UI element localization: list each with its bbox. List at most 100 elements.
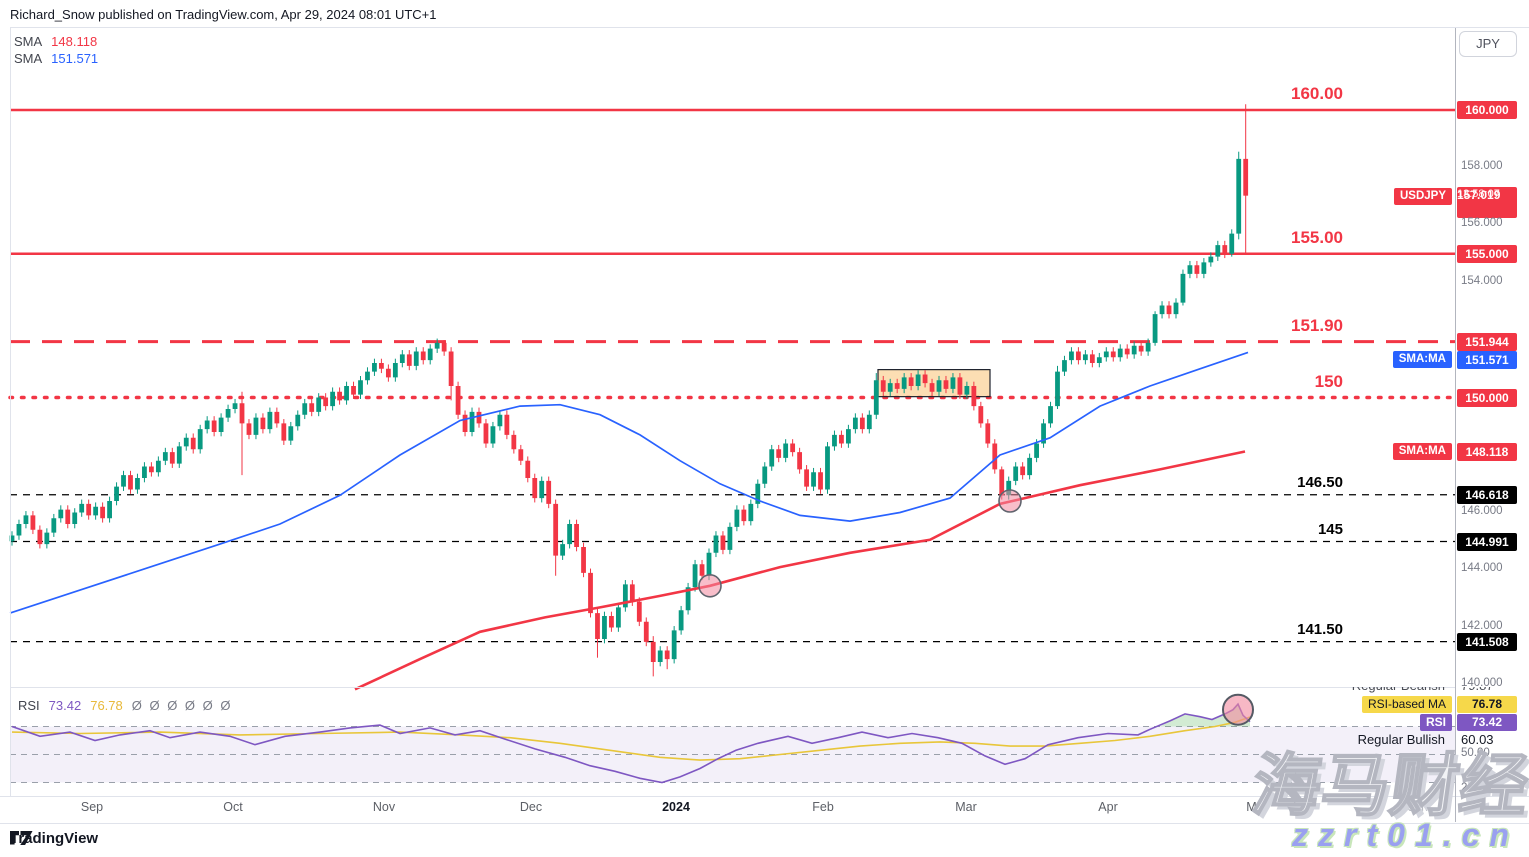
candle-body — [211, 420, 217, 432]
candle-body — [1076, 351, 1081, 361]
legend-sma-fast-label: SMA — [14, 34, 43, 49]
candle-body — [344, 386, 349, 401]
candle-body — [281, 423, 287, 441]
rsi-line — [11, 702, 1251, 784]
candle-body — [337, 391, 342, 401]
candle-body — [162, 452, 168, 461]
candle-body — [846, 429, 851, 444]
candle-body — [379, 363, 384, 369]
candle-body — [957, 377, 963, 395]
candle-body — [866, 414, 872, 430]
candle-body — [253, 417, 259, 435]
candle-body — [727, 526, 733, 550]
candle-body — [1096, 357, 1102, 363]
candle-body — [469, 411, 475, 432]
candle-body — [420, 351, 426, 361]
candle-body — [497, 414, 503, 427]
candle-body — [448, 351, 454, 386]
candle-body — [901, 377, 907, 389]
candle-body — [114, 486, 119, 501]
candle-body — [887, 383, 893, 392]
candle-body — [797, 452, 803, 470]
candle-body — [1048, 406, 1053, 424]
candle-body — [107, 501, 112, 519]
candle-body — [1180, 273, 1186, 303]
candle-body — [922, 374, 928, 384]
candle-body — [1138, 345, 1144, 352]
candle-body — [943, 380, 949, 389]
candle-body — [769, 449, 775, 467]
candle-body — [302, 403, 308, 415]
legend-rsi[interactable]: RSI 73.42 76.78 Ø Ø Ø Ø Ø Ø — [18, 698, 233, 713]
candle-body — [622, 584, 628, 608]
candle-body — [657, 650, 663, 662]
candle-body — [351, 386, 356, 395]
candle-body — [392, 363, 398, 378]
tradingview-brand-link[interactable]: TradingView — [10, 830, 98, 847]
time-axis[interactable] — [0, 797, 1529, 822]
candle-body — [985, 423, 991, 444]
candle-body — [51, 518, 57, 533]
candle-body — [811, 472, 816, 487]
candle-body — [755, 483, 761, 504]
candle-body — [574, 524, 579, 547]
candle-body — [699, 564, 705, 576]
candle-body — [1062, 360, 1067, 372]
candle-body — [929, 383, 935, 392]
legend-sma-slow[interactable]: SMA 151.571 — [14, 51, 98, 66]
candle-body — [58, 509, 64, 519]
candle-body — [183, 437, 189, 447]
candle-body — [852, 417, 858, 430]
candle-body — [567, 524, 572, 545]
candle-body — [706, 552, 712, 576]
candle-body — [511, 434, 517, 450]
candle-body — [1131, 345, 1137, 355]
candle-body — [720, 535, 726, 550]
candle-body — [260, 417, 266, 430]
highlight-circle — [698, 574, 722, 598]
candle-body — [79, 503, 85, 513]
candle-body — [385, 368, 391, 378]
candle-body — [37, 529, 43, 545]
candle-body — [629, 584, 635, 602]
candle-body — [950, 377, 956, 389]
candle-body — [532, 478, 538, 499]
highlight-circle — [998, 489, 1022, 513]
candle-body — [859, 417, 865, 430]
candle-body — [1089, 354, 1095, 363]
candle-body — [1069, 351, 1074, 361]
candle-body — [762, 466, 768, 484]
candle-body — [636, 601, 642, 622]
candle-body — [246, 423, 252, 435]
candle-body — [873, 380, 879, 415]
candle-body — [365, 371, 370, 381]
candle-body — [1020, 466, 1026, 476]
candle-body — [441, 342, 447, 352]
candle-body — [741, 509, 747, 522]
candle-body — [232, 403, 238, 409]
legend-rsi-label: RSI — [18, 698, 40, 713]
candle-body — [560, 544, 566, 556]
candle-body — [462, 414, 468, 432]
candle-body — [734, 509, 740, 527]
candle-body — [1243, 158, 1249, 196]
candle-body — [908, 377, 914, 386]
candle-body — [1145, 342, 1151, 352]
candle-body — [1041, 423, 1046, 444]
price-axis[interactable] — [1456, 28, 1529, 796]
candle-body — [713, 535, 719, 553]
candle-body — [239, 403, 245, 424]
candle-body — [999, 469, 1005, 496]
legend-sma-fast-value: 148.118 — [51, 34, 98, 49]
currency-toggle-button[interactable]: JPY — [1459, 31, 1517, 57]
candle-body — [323, 397, 329, 407]
candle-body — [309, 403, 315, 412]
candle-body — [9, 535, 15, 542]
candle-body — [1124, 348, 1130, 355]
candle-body — [880, 380, 886, 392]
candle-body — [685, 587, 691, 611]
candle-body — [23, 515, 29, 524]
legend-sma-fast[interactable]: SMA 148.118 — [14, 34, 97, 49]
